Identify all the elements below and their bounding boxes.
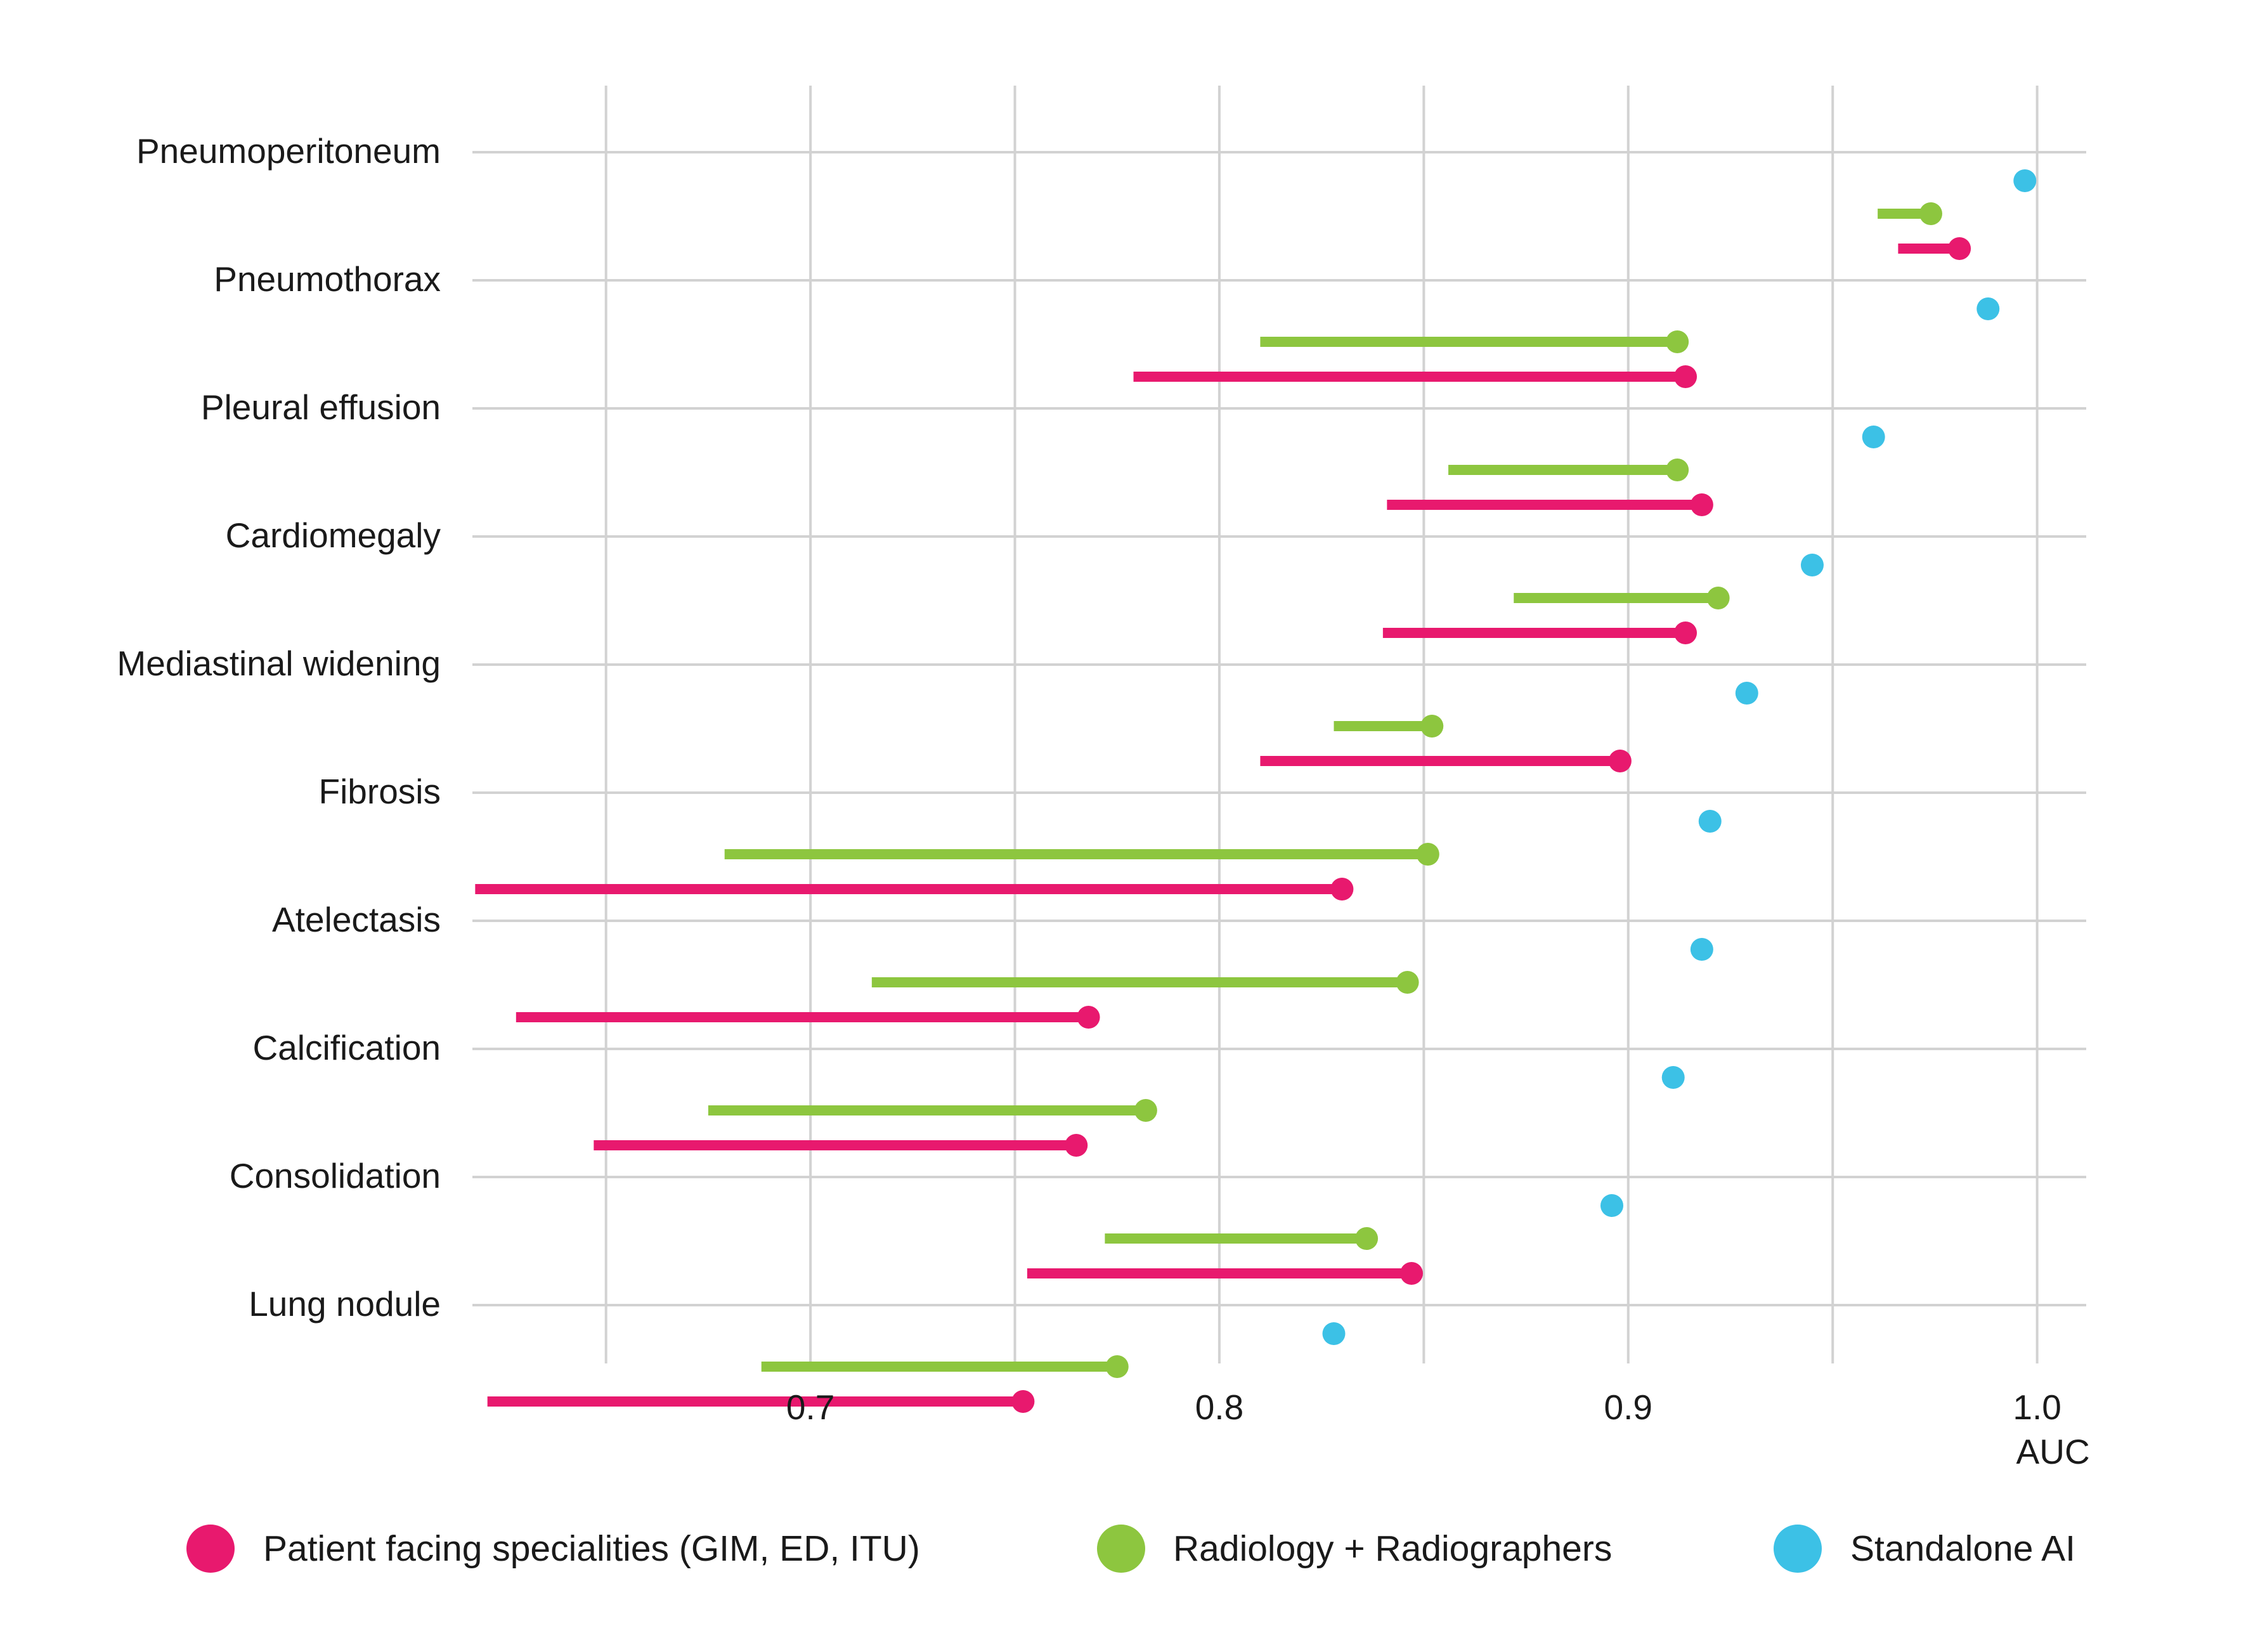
standalone-ai-point <box>1862 426 1885 448</box>
patient-facing-range-end-point <box>1674 621 1697 644</box>
standalone-ai-point <box>1322 1322 1346 1345</box>
category-labels: Pneumoperitoneum Pneumothorax Pleural effu… <box>117 131 441 1324</box>
patient-facing-range-end-point <box>1011 1390 1035 1413</box>
patient-facing-range-end-point <box>1077 1006 1100 1029</box>
patient-facing-range-end-point <box>1400 1262 1424 1285</box>
standalone-ai-point <box>1800 554 1824 576</box>
data-marks <box>475 169 2037 1413</box>
patient-facing-range-end-point <box>1065 1134 1088 1157</box>
standalone-ai-point <box>1735 682 1758 705</box>
category-label-calcification: Calcification <box>252 1028 441 1067</box>
standalone-ai-point <box>1600 1194 1623 1217</box>
radiology-range-end-point <box>1666 459 1689 481</box>
radiology-range-end-point <box>1134 1099 1157 1122</box>
category-label-cardiomegaly: Cardiomegaly <box>226 516 441 555</box>
x-tick-label: 1.0 <box>2013 1388 2061 1427</box>
radiology-range-end-point <box>1706 587 1730 609</box>
legend-label-patient-facing-specialities-gim-ed-itu: Patient facing specialities (GIM, ED, IT… <box>263 1528 920 1569</box>
standalone-ai-point <box>1690 938 1713 961</box>
x-tick-label: 0.7 <box>786 1388 834 1427</box>
standalone-ai-point <box>1698 810 1722 833</box>
category-label-pleural-effusion: Pleural effusion <box>201 387 441 427</box>
patient-facing-range-end-point <box>1330 878 1354 901</box>
category-label-mediastinal-widening: Mediastinal widening <box>117 644 441 683</box>
category-label-consolidation: Consolidation <box>230 1156 441 1195</box>
radiology-range-end-point <box>1666 330 1689 353</box>
category-label-fibrosis: Fibrosis <box>318 772 441 811</box>
legend-marker-patient-facing-specialities-gim-ed-itu <box>186 1525 235 1573</box>
standalone-ai-point <box>1661 1066 1685 1089</box>
patient-facing-range-end-point <box>1690 493 1713 516</box>
category-label-atelectasis: Atelectasis <box>272 900 441 939</box>
legend: Patient facing specialities (GIM, ED, IT… <box>186 1525 2075 1573</box>
legend-label-radiology-radiographers: Radiology + Radiographers <box>1173 1528 1612 1569</box>
category-label-pneumoperitoneum: Pneumoperitoneum <box>136 131 441 171</box>
category-label-lung-nodule: Lung nodule <box>249 1284 441 1324</box>
standalone-ai-point <box>2013 169 2037 192</box>
legend-marker-radiology-radiographers <box>1097 1525 1145 1573</box>
patient-facing-range-end-point <box>1674 365 1697 388</box>
category-label-pneumothorax: Pneumothorax <box>214 259 441 299</box>
x-axis-ticks: 0.7 0.8 0.9 1.0 <box>786 1388 2061 1427</box>
radiology-range-end-point <box>1919 202 1942 225</box>
radiology-range-end-point <box>1396 971 1419 994</box>
x-tick-label: 0.9 <box>1604 1388 1652 1427</box>
legend-label-standalone-ai: Standalone AI <box>1850 1528 2075 1569</box>
patient-facing-range-end-point <box>1948 237 1971 260</box>
x-axis-title: AUC <box>2016 1432 2090 1471</box>
radiology-range-end-point <box>1420 715 1444 738</box>
grid <box>472 86 2086 1363</box>
radiology-range-end-point <box>1355 1227 1379 1250</box>
radiology-range-end-point <box>1105 1355 1129 1378</box>
legend-marker-standalone-ai <box>1774 1525 1822 1573</box>
x-tick-label: 0.8 <box>1195 1388 1243 1427</box>
standalone-ai-point <box>1977 297 2000 320</box>
radiology-range-end-point <box>1416 843 1439 866</box>
patient-facing-range-end-point <box>1608 750 1632 772</box>
